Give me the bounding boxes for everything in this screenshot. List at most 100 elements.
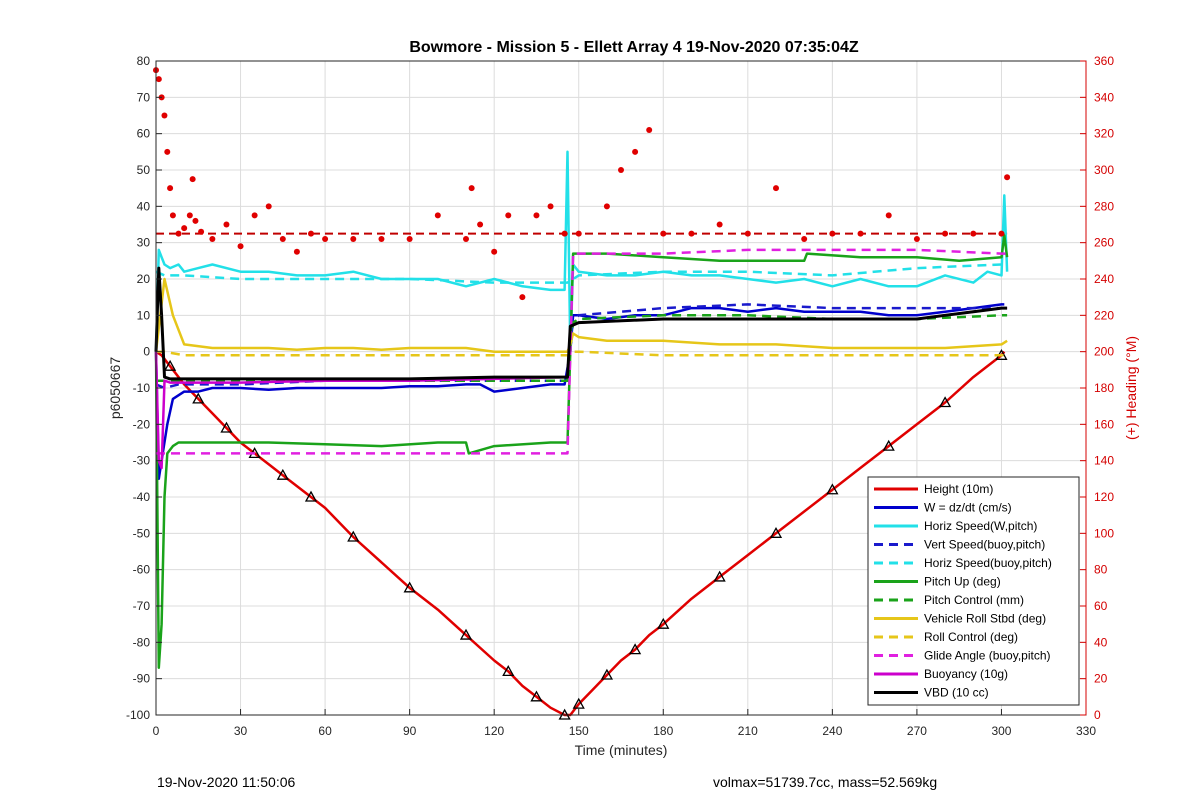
footer-mass-info: volmax=51739.7cc, mass=52.569kg xyxy=(713,774,937,790)
footer-timestamp: 19-Nov-2020 11:50:06 xyxy=(157,774,295,790)
heading-point xyxy=(155,76,162,83)
y-tick-label: -90 xyxy=(133,672,151,686)
heading-point xyxy=(561,230,568,237)
x-axis-title: Time (minutes) xyxy=(575,742,668,758)
x-tick-label: 180 xyxy=(653,724,673,738)
dive-marker xyxy=(502,665,515,677)
heading-point xyxy=(998,230,1005,237)
heading-point xyxy=(161,112,168,119)
y-axis-title: p6050667 xyxy=(107,357,123,420)
legend-label: Height (10m) xyxy=(924,482,993,496)
heading-point xyxy=(716,221,723,228)
x-tick-label: 90 xyxy=(403,724,417,738)
y2-tick-label: 300 xyxy=(1094,163,1114,177)
dive-marker xyxy=(220,421,233,433)
y2-tick-label: 140 xyxy=(1094,454,1114,468)
heading-point xyxy=(164,148,171,155)
dive-marker xyxy=(163,359,177,371)
dive-marker xyxy=(459,628,473,640)
y2-tick-label: 20 xyxy=(1094,672,1108,686)
heading-point xyxy=(575,230,582,237)
series-vehicle-roll-stbd-deg xyxy=(154,277,1008,353)
heading-point xyxy=(829,230,836,237)
y-tick-label: -30 xyxy=(133,454,151,468)
heading-point xyxy=(857,230,864,237)
y-tick-label: 80 xyxy=(137,54,151,68)
heading-point xyxy=(186,212,193,219)
heading-point xyxy=(189,176,196,183)
y2-tick-label: 100 xyxy=(1094,526,1114,540)
dive-marker xyxy=(276,468,289,480)
y2-tick-label: 60 xyxy=(1094,599,1108,613)
heading-point xyxy=(463,236,469,243)
heading-point xyxy=(505,212,512,219)
x-tick-label: 150 xyxy=(569,724,589,738)
y2-tick-label: 180 xyxy=(1094,381,1114,395)
heading-point xyxy=(632,148,639,155)
heading-point xyxy=(913,236,920,243)
heading-point xyxy=(251,212,258,219)
y2-tick-label: 320 xyxy=(1094,127,1114,141)
dive-marker xyxy=(826,483,839,495)
y-tick-label: 50 xyxy=(137,163,151,177)
series-height-10m xyxy=(155,350,1006,717)
y2-tick-label: 160 xyxy=(1094,417,1114,431)
heading-point xyxy=(660,230,667,237)
heading-point xyxy=(744,230,751,237)
heading-point xyxy=(801,236,808,243)
y-tick-label: 60 xyxy=(137,127,151,141)
heading-point xyxy=(491,248,498,255)
legend-label: W = dz/dt (cm/s) xyxy=(924,501,1012,515)
y2-tick-label: 340 xyxy=(1094,90,1114,104)
y-tick-label: 0 xyxy=(143,345,150,359)
y2-tick-label: 240 xyxy=(1094,272,1114,286)
y-tick-label: 40 xyxy=(137,199,151,213)
legend-label: Pitch Control (mm) xyxy=(924,593,1024,607)
x-tick-label: 120 xyxy=(484,724,504,738)
y2-tick-label: 0 xyxy=(1094,708,1101,722)
series-roll-control-deg xyxy=(156,350,1008,357)
legend-label: Roll Control (deg) xyxy=(924,630,1018,644)
y-tick-label: 20 xyxy=(137,272,151,286)
dive-marker xyxy=(403,581,416,593)
heading-point xyxy=(350,236,357,243)
heading-point xyxy=(547,203,554,210)
heading-point xyxy=(175,230,182,237)
legend-label: Buoyancy (10g) xyxy=(924,667,1008,681)
y2-tick-label: 220 xyxy=(1094,308,1114,322)
heading-point xyxy=(406,236,413,243)
y-tick-label: -50 xyxy=(133,526,151,540)
series-layer xyxy=(153,67,1011,720)
x-tick-label: 60 xyxy=(318,724,332,738)
series-horiz-speed-w-pitch xyxy=(154,150,1009,353)
heading-point xyxy=(646,127,653,134)
legend-label: Pitch Up (deg) xyxy=(924,575,1001,589)
legend-label: Vert Speed(buoy,pitch) xyxy=(924,538,1045,552)
chart-title: Bowmore - Mission 5 - Ellett Array 4 19-… xyxy=(409,39,859,56)
heading-point xyxy=(223,221,230,228)
dive-marker xyxy=(657,617,670,629)
heading-point xyxy=(773,185,779,192)
y2-tick-label: 200 xyxy=(1094,345,1114,359)
series-vbd-10-cc xyxy=(154,266,1008,381)
legend-label: Horiz Speed(buoy,pitch) xyxy=(924,556,1052,570)
y2-axis-title: (+) Heading (°M) xyxy=(1123,336,1139,440)
heading-point xyxy=(688,230,695,237)
heading-point xyxy=(198,228,205,235)
x-tick-label: 270 xyxy=(907,724,927,738)
heading-point xyxy=(618,167,624,173)
x-tick-label: 0 xyxy=(153,724,160,738)
y2-tick-label: 80 xyxy=(1094,563,1108,577)
dive-marker xyxy=(600,668,614,680)
x-tick-label: 210 xyxy=(738,724,758,738)
y-tick-label: -60 xyxy=(133,563,151,577)
x-tick-label: 240 xyxy=(822,724,842,738)
series-heading xyxy=(153,67,1011,301)
dive-marker xyxy=(769,526,783,538)
heading-point xyxy=(209,236,216,243)
y2-tick-label: 120 xyxy=(1094,490,1114,504)
series-w-dz-dt-cm-s xyxy=(154,303,1005,481)
y-tick-label: -70 xyxy=(133,599,151,613)
heading-point xyxy=(434,212,441,219)
y2-tick-label: 280 xyxy=(1094,199,1114,213)
